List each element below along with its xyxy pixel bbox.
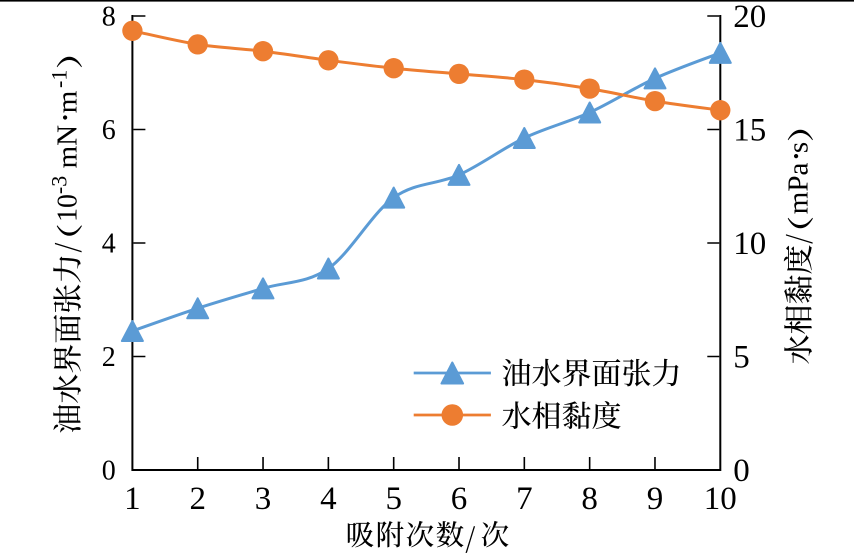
- svg-text:0: 0: [102, 455, 116, 486]
- svg-text:8: 8: [102, 1, 116, 32]
- svg-text:8: 8: [581, 481, 598, 517]
- svg-text:6: 6: [102, 115, 116, 146]
- svg-text:10: 10: [733, 226, 766, 262]
- svg-text:4: 4: [102, 228, 116, 259]
- svg-text:2: 2: [102, 342, 116, 373]
- svg-text:6: 6: [451, 481, 468, 517]
- svg-text:-3: -3: [47, 176, 72, 194]
- svg-text:20: 20: [733, 0, 766, 35]
- svg-text:2: 2: [189, 481, 206, 517]
- svg-text:mPa: mPa: [783, 163, 815, 215]
- svg-text:3: 3: [255, 481, 272, 517]
- svg-text:5: 5: [385, 481, 402, 517]
- svg-text:m: m: [52, 90, 84, 113]
- svg-text:5: 5: [733, 339, 750, 375]
- svg-text:mN: mN: [52, 125, 84, 169]
- svg-text:10: 10: [704, 481, 737, 517]
- svg-text:1: 1: [124, 481, 141, 517]
- svg-text:s: s: [783, 142, 815, 153]
- svg-text:0: 0: [733, 453, 750, 489]
- svg-text:4: 4: [320, 481, 337, 517]
- svg-text:-1: -1: [47, 70, 72, 88]
- svg-text:9: 9: [647, 481, 664, 517]
- svg-text:7: 7: [516, 481, 533, 517]
- svg-text:15: 15: [733, 112, 766, 148]
- svg-text:10: 10: [53, 194, 84, 222]
